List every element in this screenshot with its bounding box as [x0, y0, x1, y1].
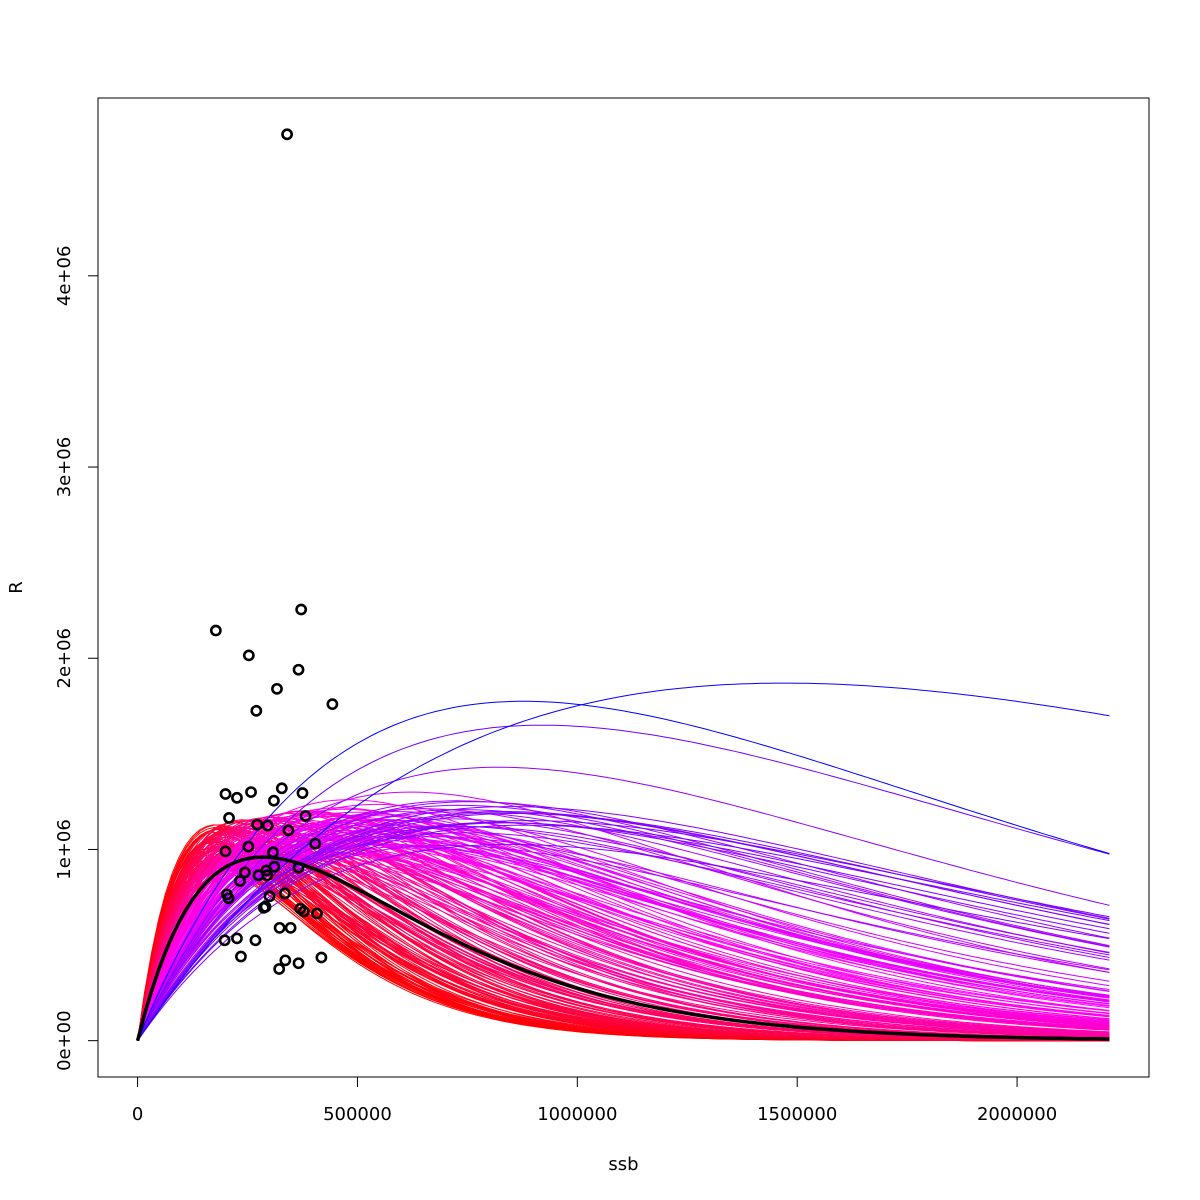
data-point [259, 900, 272, 913]
model-curve [137, 821, 1110, 1041]
x-tick-label: 2000000 [977, 1104, 1057, 1125]
data-point [250, 704, 263, 717]
plot-frame [97, 97, 1150, 1078]
data-point [271, 682, 283, 695]
data-point [251, 818, 264, 831]
model-curve [137, 819, 1110, 1041]
data-point [238, 866, 251, 879]
model-curve [137, 843, 1110, 1041]
data-point [311, 907, 323, 920]
model-curve [137, 813, 1110, 1041]
data-point [267, 846, 279, 859]
observation-points [209, 128, 339, 975]
model-curve [137, 825, 1110, 1041]
data-point [295, 603, 308, 616]
data-point [292, 663, 305, 676]
data-point [231, 791, 243, 804]
model-curve-saturating [137, 700, 1110, 1041]
data-point [292, 861, 305, 874]
model-curve [137, 819, 1110, 1041]
model-curve [137, 824, 1110, 1041]
model-curve [137, 826, 1110, 1041]
model-curve [137, 843, 1110, 1041]
y-tick-label: 3e+06 [54, 437, 75, 498]
x-tick-label: 500000 [323, 1104, 392, 1125]
model-curve [137, 844, 1110, 1041]
model-curve [137, 820, 1110, 1041]
data-point [326, 698, 339, 711]
data-point [235, 950, 247, 963]
y-tick-label: 2e+06 [54, 628, 75, 689]
data-point [249, 934, 262, 947]
data-point [263, 890, 276, 903]
y-tick-label: 1e+06 [54, 819, 75, 880]
model-curve [137, 846, 1110, 1041]
data-point [223, 812, 235, 824]
data-point [299, 810, 312, 822]
data-point [281, 128, 293, 141]
model-curves [137, 682, 1110, 1042]
x-tick-label: 1000000 [537, 1104, 617, 1125]
y-axis-title: R [6, 581, 27, 594]
data-point [234, 875, 246, 887]
model-curve [137, 808, 1110, 1041]
data-point [273, 963, 286, 975]
data-point [218, 934, 231, 947]
x-tick-label: 1500000 [757, 1104, 837, 1125]
data-point [292, 957, 305, 970]
data-point [231, 932, 243, 945]
model-curve [137, 806, 1110, 1041]
model-curve [137, 766, 1110, 1041]
data-point [219, 845, 232, 858]
y-tick-label: 0e+00 [54, 1010, 75, 1071]
data-point [242, 840, 255, 853]
data-point [296, 787, 309, 799]
data-point [273, 921, 286, 934]
model-curve [137, 843, 1110, 1041]
model-curve [137, 811, 1110, 1041]
data-point [261, 869, 274, 882]
data-point [278, 887, 291, 900]
data-point [282, 824, 295, 837]
data-point [245, 786, 257, 798]
data-point [209, 624, 222, 637]
data-point [279, 954, 292, 967]
y-tick-label: 4e+06 [54, 246, 75, 307]
data-point [284, 921, 297, 934]
data-point [267, 794, 280, 807]
model-curve [137, 858, 1110, 1041]
model-curve [137, 851, 1110, 1041]
x-axis: 0 500000 1000000 1500000 2000000 [132, 1076, 1057, 1125]
model-curve [137, 791, 1110, 1041]
model-curve [137, 724, 1110, 1041]
data-point [275, 782, 288, 795]
data-point [309, 837, 322, 850]
data-point [219, 788, 232, 800]
data-point [222, 892, 235, 905]
model-curve [137, 825, 1110, 1041]
model-curve [137, 682, 1110, 1041]
y-axis: 0e+00 1e+06 2e+06 3e+06 4e+06 [54, 246, 99, 1071]
model-curve [137, 843, 1110, 1041]
x-tick-label: 0 [132, 1104, 143, 1125]
x-axis-title: ssb [608, 1154, 638, 1175]
model-curve [137, 832, 1110, 1041]
data-point [315, 951, 328, 964]
data-point [261, 819, 274, 832]
model-curve [137, 818, 1110, 1041]
data-point [242, 649, 255, 662]
data-point [297, 905, 310, 918]
model-curve [137, 801, 1110, 1041]
